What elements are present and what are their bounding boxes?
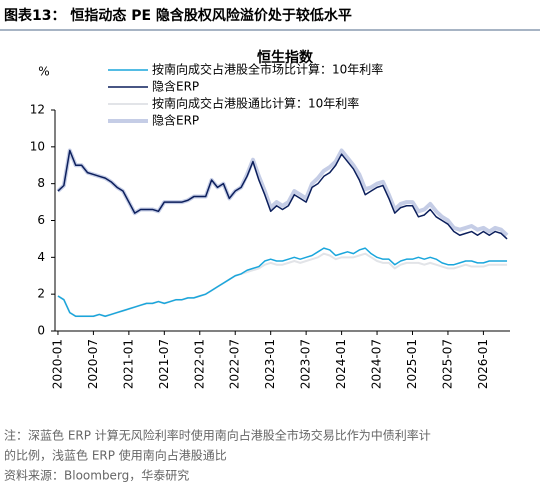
x-tick-label: 2023-01 xyxy=(263,339,277,389)
x-tick-label: 2021-07 xyxy=(157,339,171,389)
chart-title: 恒生指数 xyxy=(257,49,314,66)
y-axis-label: % xyxy=(38,65,49,79)
x-tick-label: 2020-07 xyxy=(86,339,100,389)
x-tick-label: 2025-07 xyxy=(440,339,454,389)
y-tick-label: 8 xyxy=(37,176,45,190)
legend-label: 按南向成交占港股通比计算：10年利率 xyxy=(152,96,359,111)
series-line xyxy=(57,252,508,318)
y-tick-label: 12 xyxy=(30,103,45,117)
series-line xyxy=(57,247,508,318)
note: 注：深蓝色 ERP 计算无风险利率时使用南向占港股全市场交易比作为中债利率计 xyxy=(4,428,431,443)
source: 资料来源：Bloomberg，华泰研究 xyxy=(4,468,189,483)
y-tick-label: 2 xyxy=(37,287,45,301)
y-tick-label: 6 xyxy=(37,213,45,227)
x-tick-label: 2022-01 xyxy=(192,339,206,389)
x-tick-label: 2024-07 xyxy=(370,339,384,389)
y-tick-label: 4 xyxy=(37,250,45,264)
x-tick-label: 2025-01 xyxy=(405,339,419,389)
legend-label: 隐含ERP xyxy=(152,79,199,94)
x-tick-label: 2022-07 xyxy=(228,339,242,389)
y-tick-label: 0 xyxy=(37,324,45,338)
x-tick-label: 2020-01 xyxy=(50,339,64,389)
x-tick-label: 2024-01 xyxy=(334,339,348,389)
x-tick-label: 2021-01 xyxy=(121,339,135,389)
figure-title: 图表13： 恒指动态 PE 隐含股权风险溢价处于较低水平 xyxy=(4,7,352,24)
legend-label: 按南向成交占港股全市场比计算：10年利率 xyxy=(152,62,383,77)
x-tick-label: 2026-01 xyxy=(476,339,490,389)
series-line xyxy=(56,148,509,237)
y-tick-label: 10 xyxy=(30,139,45,153)
legend-label: 隐含ERP xyxy=(152,113,199,128)
note: 的比例，浅蓝色 ERP 使用南向占港股通比 xyxy=(4,448,227,463)
x-tick-label: 2023-07 xyxy=(299,339,313,389)
series-line xyxy=(57,149,508,240)
